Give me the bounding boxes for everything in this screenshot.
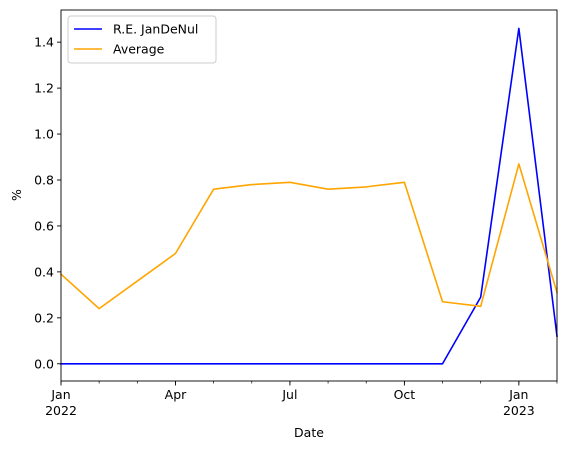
legend-label: R.E. JanDeNul — [113, 22, 198, 37]
series-layer — [59, 27, 558, 365]
legend-label: Average — [113, 42, 165, 57]
y-tick-label: 1.4 — [34, 35, 54, 50]
x-axis-label: Date — [294, 425, 324, 440]
legend: R.E. JanDeNul Average — [67, 15, 217, 64]
x-tick-sublabel: 2023 — [503, 403, 535, 418]
y-tick-label: 0.6 — [34, 218, 54, 233]
x-tick-label: Jul — [281, 387, 297, 402]
y-tick-label: 1.2 — [34, 81, 54, 96]
series-line-average — [59, 163, 558, 310]
x-tick-label: Jan — [50, 387, 70, 402]
y-tick-label: 0.2 — [34, 310, 54, 325]
series-line-jandenul — [60, 27, 558, 365]
y-tick-label: 1.0 — [34, 127, 54, 142]
x-tick-label: Apr — [165, 387, 187, 402]
y-tick-label: 0.8 — [34, 172, 54, 187]
x-tick-label: Oct — [394, 387, 416, 402]
x-tick-sublabel: 2022 — [45, 403, 77, 418]
y-axis-label: % — [9, 189, 24, 201]
y-tick-label: 0.0 — [34, 356, 54, 371]
legend-box — [67, 15, 217, 64]
plot-frame — [60, 9, 558, 382]
y-tick-label: 0.4 — [34, 264, 54, 279]
x-tick-label: Jan — [508, 387, 528, 402]
plot-area — [61, 10, 557, 381]
